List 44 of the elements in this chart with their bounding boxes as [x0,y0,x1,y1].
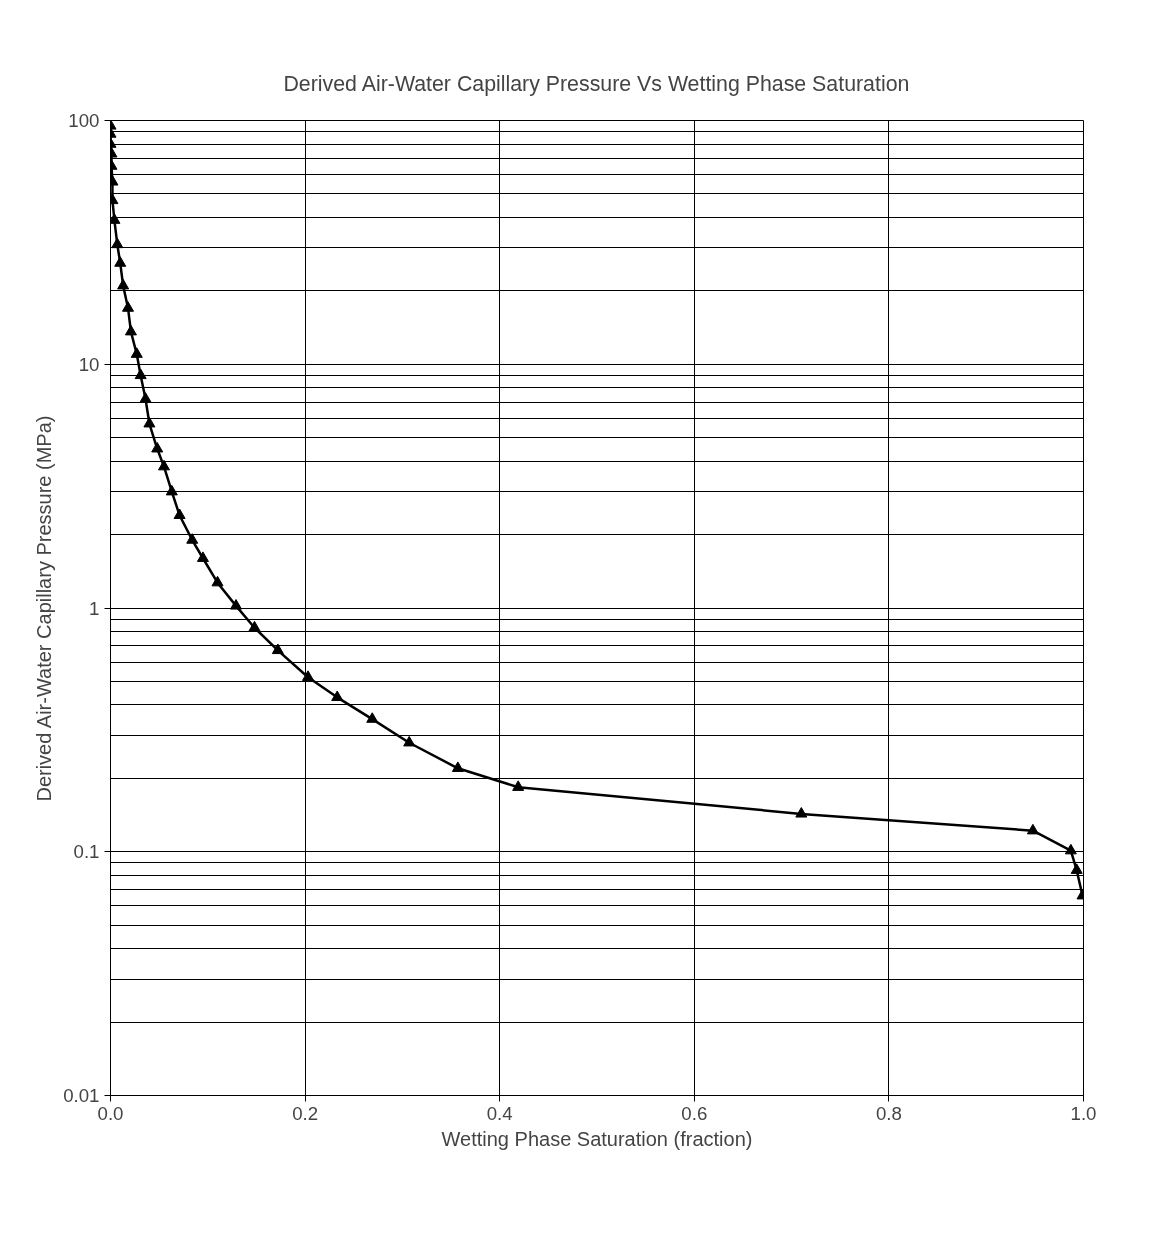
y-tick-label: 100 [68,110,100,131]
point [1070,863,1083,874]
point [110,213,121,224]
x-tick-label: 0.8 [875,1102,902,1124]
point [165,484,178,496]
point [795,807,808,818]
point [130,347,143,358]
x-tick-label: 0.0 [97,1102,124,1124]
point [151,441,164,453]
point [173,508,186,519]
point [143,416,156,428]
x-tick-label: 0.4 [486,1102,513,1124]
point [114,256,127,267]
point [230,599,243,610]
point [186,533,199,544]
point [302,670,315,681]
x-axis-title: Wetting Phase Saturation (fraction) [441,1127,753,1150]
point [134,368,147,380]
x-tick-label: 0.6 [681,1102,708,1124]
point [111,237,124,249]
point [512,780,525,791]
point [122,301,135,312]
point [124,324,137,336]
chart-title: Derived Air-Water Capillary Pressure Vs Wetting Phase Saturation [283,71,910,96]
y-axis-title: Derived Air-Water Capillary Pressure (MPa) [33,415,56,802]
point [139,392,152,403]
x-tick-label: 1.0 [1070,1102,1097,1124]
point [366,712,379,723]
point [271,643,284,655]
y-tick-label: 10 [78,353,100,375]
point [248,620,261,632]
point [403,735,416,747]
point [331,690,344,702]
point [117,278,130,290]
point [1026,823,1039,835]
point [211,575,224,587]
point [196,551,209,562]
y-tick-label: 1 [89,597,100,619]
y-tick-label: 0.01 [63,1085,100,1106]
point [158,459,171,471]
point [451,761,464,772]
point [1064,843,1077,855]
x-tick-label: 0.2 [292,1102,319,1124]
y-tick-label: 0.1 [73,841,100,863]
